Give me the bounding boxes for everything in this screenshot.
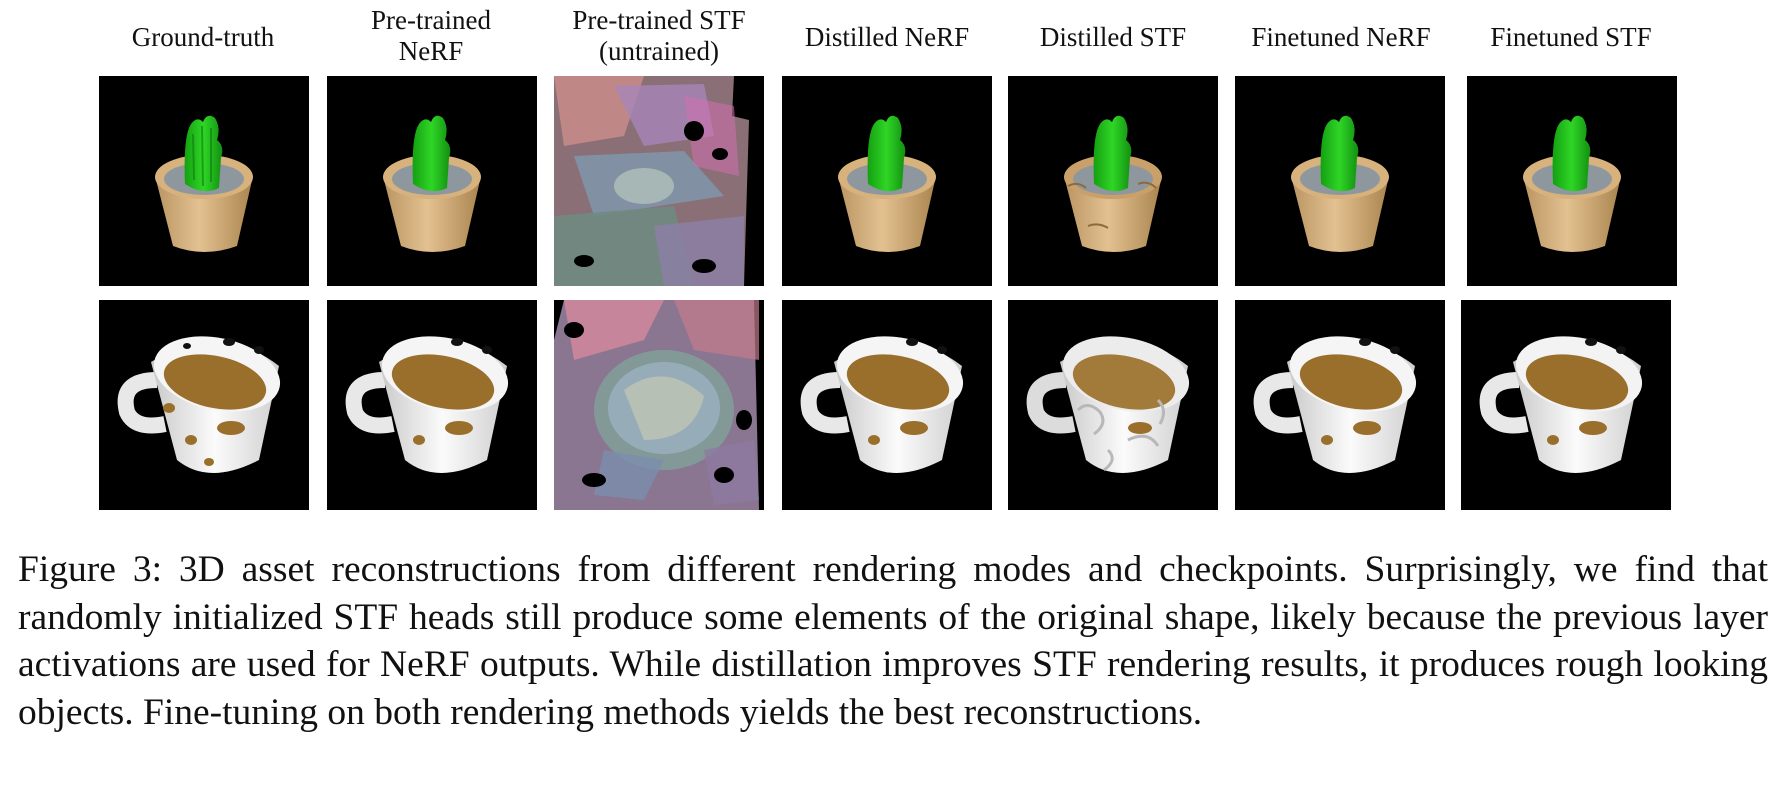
cactus-render bbox=[1523, 115, 1621, 252]
tile-mug-pretrained-stf bbox=[554, 300, 764, 510]
tile-cactus-pretrained-stf bbox=[554, 76, 764, 286]
tile-mug-finetuned-nerf bbox=[1235, 300, 1445, 510]
column-header-finetuned-stf: Finetuned STF bbox=[1456, 22, 1686, 53]
cactus-render bbox=[1064, 115, 1162, 252]
tile-cactus-distilled-nerf bbox=[782, 76, 992, 286]
cactus-render bbox=[1291, 115, 1389, 252]
cactus-render bbox=[838, 115, 936, 252]
mug-render bbox=[117, 336, 281, 473]
tile-mug-distilled-stf bbox=[1008, 300, 1218, 510]
tile-mug-ground-truth bbox=[99, 300, 309, 510]
column-header-line: Ground-truth bbox=[131, 22, 275, 52]
tile-mug-distilled-nerf bbox=[782, 300, 992, 510]
mug-render bbox=[345, 336, 509, 473]
column-header-line: Distilled NeRF bbox=[804, 22, 970, 52]
noisy-render bbox=[554, 300, 764, 510]
tile-cactus-distilled-stf bbox=[1008, 76, 1218, 286]
cactus-render bbox=[383, 115, 481, 252]
column-header-ground-truth: Ground-truth bbox=[88, 22, 318, 53]
column-header-line: Finetuned NeRF bbox=[1251, 22, 1431, 52]
column-header-line: NeRF bbox=[398, 36, 464, 66]
column-header-line: Distilled STF bbox=[1039, 22, 1187, 52]
column-header-line: Pre-trained bbox=[371, 5, 491, 35]
tile-mug-finetuned-stf bbox=[1461, 300, 1671, 510]
figure-caption: Figure 3: 3D asset reconstructions from … bbox=[18, 549, 1768, 733]
mug-render bbox=[800, 336, 964, 473]
column-headers: Ground-truth Pre-trained NeRF Pre-traine… bbox=[0, 0, 1787, 76]
tile-cactus-finetuned-stf bbox=[1467, 76, 1677, 286]
mug-render bbox=[1479, 336, 1643, 473]
mug-render bbox=[1026, 336, 1190, 473]
column-header-line: Finetuned STF bbox=[1490, 22, 1652, 52]
column-header-pretrained-nerf: Pre-trained NeRF bbox=[316, 5, 546, 67]
column-header-line: Pre-trained STF bbox=[572, 5, 746, 35]
tile-cactus-pretrained-nerf bbox=[327, 76, 537, 286]
tile-cactus-ground-truth bbox=[99, 76, 309, 286]
tile-cactus-finetuned-nerf bbox=[1235, 76, 1445, 286]
column-header-distilled-stf: Distilled STF bbox=[998, 22, 1228, 53]
column-header-pretrained-stf: Pre-trained STF (untrained) bbox=[544, 5, 774, 67]
column-header-distilled-nerf: Distilled NeRF bbox=[772, 22, 1002, 53]
cactus-render bbox=[155, 115, 253, 252]
noisy-render bbox=[554, 76, 764, 286]
column-header-finetuned-nerf: Finetuned NeRF bbox=[1226, 22, 1456, 53]
column-header-line: (untrained) bbox=[599, 36, 719, 66]
mug-render bbox=[1253, 336, 1417, 473]
tile-mug-pretrained-nerf bbox=[327, 300, 537, 510]
